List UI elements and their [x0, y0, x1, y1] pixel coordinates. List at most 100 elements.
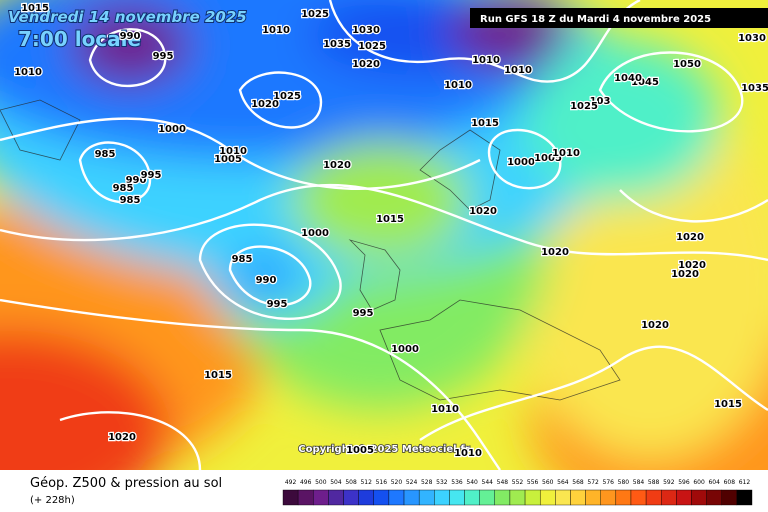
- scale-label: 496: [300, 479, 312, 486]
- isobar-label: 1020: [678, 260, 706, 271]
- scale-label: 560: [542, 479, 554, 486]
- isobar-label: 1020: [108, 432, 136, 443]
- scale-label: 536: [451, 479, 463, 486]
- forecast-time: 7:00 locale: [18, 27, 141, 51]
- scale-swatch: [449, 489, 465, 506]
- isobar-label: 1010: [14, 67, 42, 78]
- isobar-label: 1015: [376, 214, 404, 225]
- scale-label: 524: [406, 479, 418, 486]
- scale-label: 596: [678, 479, 690, 486]
- scale-label: 540: [466, 479, 478, 486]
- footer-title: Géop. Z500 & pression au sol: [30, 476, 222, 491]
- scale-swatch: [706, 489, 722, 506]
- scale-swatch: [630, 489, 647, 506]
- scale-swatch: [343, 489, 359, 506]
- isobar-label: 985: [232, 254, 253, 265]
- isobar-label: 1020: [541, 247, 569, 258]
- isobar-label: 985: [120, 195, 141, 206]
- isobar-label: 1015: [204, 370, 232, 381]
- isobar-label: 1035: [741, 83, 768, 94]
- isobar-label: 990: [120, 31, 141, 42]
- scale-label: 580: [618, 479, 630, 486]
- isobar-label: 1040: [614, 73, 642, 84]
- isobar-label: 1020: [641, 320, 669, 331]
- isobar-label: 1020: [676, 232, 704, 243]
- scale-swatch: [464, 489, 480, 506]
- scale-label: 572: [587, 479, 599, 486]
- isobar-label: 1050: [673, 59, 701, 70]
- scale-label: 556: [527, 479, 539, 486]
- scale-swatch: [585, 489, 601, 506]
- scale-label: 528: [421, 479, 433, 486]
- isobar-label: 1010: [431, 404, 459, 415]
- isobar-label: 1025: [273, 91, 301, 102]
- scale-swatch: [555, 489, 571, 506]
- isobar-label: 1005: [214, 154, 242, 165]
- isobar-label: 1030: [738, 33, 766, 44]
- copyright: Copyright © 2025 Meteociel.fr: [298, 444, 469, 455]
- scale-swatch: [418, 489, 435, 506]
- scale-label: 604: [708, 479, 720, 486]
- isobar-label: 1005: [534, 153, 562, 164]
- scale-swatch: [570, 489, 586, 506]
- isobar-label: 1000: [391, 344, 419, 355]
- scale-label: 612: [739, 479, 751, 486]
- isobar-label: 1015: [21, 3, 49, 14]
- scale-swatch: [600, 489, 617, 506]
- scale-label: 584: [633, 479, 645, 486]
- scale-label: 516: [376, 479, 388, 486]
- isobar-label: 1010: [444, 80, 472, 91]
- isobar-label: 1010: [472, 55, 500, 66]
- isobar-label: 995: [153, 51, 174, 62]
- scale-label: 508: [345, 479, 357, 486]
- scale-swatch: [509, 489, 526, 506]
- scale-swatch: [691, 489, 707, 506]
- run-info: Run GFS 18 Z du Mardi 4 novembre 2025: [480, 14, 711, 25]
- run-box: [470, 8, 768, 28]
- isobar-label: 1020: [469, 206, 497, 217]
- scale-swatch: [358, 489, 374, 506]
- isobar-label: 1010: [504, 65, 532, 76]
- isobar-label: 1000: [301, 228, 329, 239]
- scale-swatch: [494, 489, 511, 506]
- scale-swatch: [676, 489, 692, 506]
- scale-swatch: [645, 489, 662, 506]
- scale-swatch: [721, 489, 738, 506]
- isobar-label: 1025: [570, 101, 598, 112]
- scale-swatch: [373, 489, 390, 506]
- scale-swatch: [403, 489, 420, 506]
- scale-label: 504: [330, 479, 342, 486]
- scale-swatch: [524, 489, 541, 506]
- scale-label: 520: [391, 479, 403, 486]
- scale-swatch: [434, 489, 450, 506]
- scale-label: 576: [603, 479, 615, 486]
- scale-label: 588: [648, 479, 660, 486]
- isobar-label: 985: [113, 183, 134, 194]
- isobar-label: 1020: [671, 269, 699, 280]
- isobar-label: 1015: [714, 399, 742, 410]
- isobar-label: 995: [141, 170, 162, 181]
- scale-label: 500: [315, 479, 327, 486]
- scale-label: 544: [482, 479, 494, 486]
- isobar-label: 985: [95, 149, 116, 160]
- scale-swatch: [736, 489, 753, 506]
- isobar-label: 1025: [301, 9, 329, 20]
- scale-swatch: [539, 489, 556, 506]
- isobar-label: 1035: [323, 39, 351, 50]
- scale-swatch: [661, 489, 677, 506]
- isobar-label: 1010: [219, 146, 247, 157]
- isobar-label: 995: [267, 299, 288, 310]
- scale-label: 608: [724, 479, 736, 486]
- isobar-label: 990: [126, 175, 147, 186]
- scale-label: 532: [436, 479, 448, 486]
- isobar-label: 1025: [358, 41, 386, 52]
- scale-swatch: [615, 489, 632, 506]
- scale-label: 552: [512, 479, 524, 486]
- scale-label: 564: [557, 479, 569, 486]
- isobar-label: 1030: [352, 25, 380, 36]
- scale-swatch: [282, 489, 299, 506]
- scale-label: 512: [360, 479, 372, 486]
- isobar-label: 1020: [323, 160, 351, 171]
